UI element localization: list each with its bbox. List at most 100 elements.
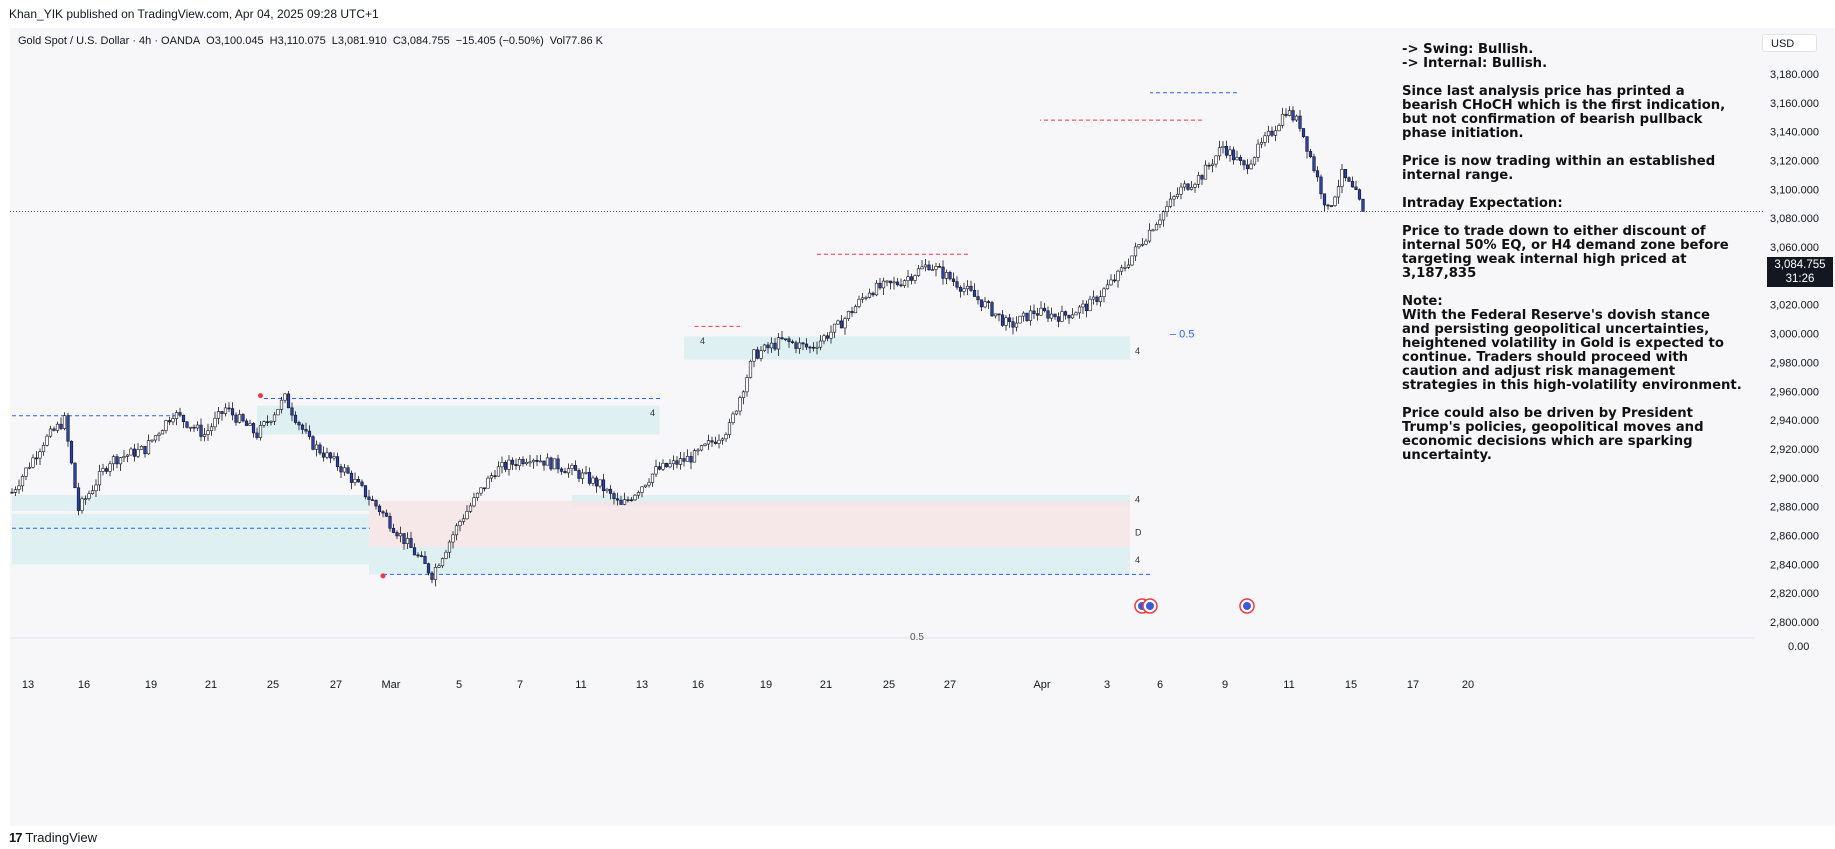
candle-bear: [430, 572, 434, 580]
candle-bear: [664, 462, 669, 468]
candle-bear: [104, 468, 109, 472]
candle-bull: [654, 466, 658, 475]
zone-demand-0: [684, 336, 1130, 360]
candle-bull: [853, 306, 858, 314]
candle-bear: [1067, 314, 1071, 319]
candle-bear: [356, 479, 361, 483]
candle-bull: [1070, 314, 1075, 319]
note-body: With the Federal Reserve's dovish stance…: [1402, 308, 1742, 393]
candle-bear: [192, 426, 196, 429]
candle-bear: [766, 344, 770, 349]
y-tick-label: 3,060.000: [1770, 242, 1819, 254]
x-tick-label: 16: [78, 679, 90, 691]
candle-bear: [220, 411, 224, 414]
candle-bull: [1249, 163, 1253, 170]
candle-bull: [1336, 186, 1341, 198]
candle-bull: [405, 538, 410, 544]
candle-bear: [713, 441, 718, 444]
candle-bull: [461, 518, 466, 522]
candle-bull: [1193, 183, 1197, 188]
x-tick-label: 3: [1104, 679, 1110, 691]
candle-bear: [675, 460, 679, 465]
candle-bull: [727, 422, 732, 435]
event-icon-2-core: [1146, 602, 1154, 610]
candle-bear: [811, 346, 816, 349]
candle-bear: [801, 342, 805, 345]
candle-bull: [724, 434, 728, 440]
x-tick-label: 19: [760, 679, 772, 691]
candle-bear: [612, 493, 616, 500]
candle-bull: [1098, 296, 1103, 302]
candle-bull: [566, 468, 571, 474]
x-tick-label: 27: [944, 679, 956, 691]
candle-bull: [668, 463, 672, 468]
candle-bull: [174, 412, 179, 419]
candle-bull: [720, 438, 725, 441]
candle-bull: [531, 459, 536, 463]
candle-bull: [1081, 303, 1085, 308]
candle-bear: [34, 457, 39, 460]
analysis-paragraph-1: Since last analysis price has printed a …: [1402, 84, 1726, 141]
candle-bull: [38, 451, 42, 459]
candle-bear: [783, 338, 788, 341]
candle-bull: [248, 423, 252, 426]
candle-bull: [1333, 196, 1337, 206]
candle-bear: [615, 498, 620, 501]
chart-area[interactable]: – 0.5 0.5 4 4 D 4 4 4 3,180.000 3,160.000 3,140.00…: [10, 28, 1835, 828]
candle-bull: [1049, 313, 1054, 319]
candle-bull: [685, 456, 690, 462]
publisher-text: Khan_YIK published on TradingView.com, A…: [9, 7, 379, 21]
candle-bear: [384, 512, 389, 517]
price-chart[interactable]: – 0.5 0.5 4 4 D 4 4 4 3,180.000 3,160.000 3,140.00…: [10, 28, 1835, 828]
candle-bear: [286, 393, 291, 409]
candle-bull: [27, 466, 32, 469]
candle-bull: [881, 280, 886, 289]
y-tick-label: 2,920.000: [1770, 444, 1819, 456]
candle-bull: [748, 360, 753, 378]
candle-bull: [353, 479, 357, 483]
candle-bull: [944, 272, 949, 279]
zone-label-2: D: [1135, 528, 1142, 538]
candle-bear: [318, 444, 322, 454]
zone-supply-2: [369, 500, 1130, 548]
candle-bull: [87, 493, 91, 499]
candle-bear: [1238, 157, 1243, 161]
tradingview-mark-icon: 17: [9, 830, 23, 845]
candle-bull: [20, 476, 25, 487]
candle-bull: [902, 280, 907, 286]
candle-bear: [1186, 183, 1190, 190]
candle-bull: [17, 485, 21, 490]
candle-bull: [31, 457, 35, 468]
candle-bull: [738, 397, 742, 412]
candle-bear: [290, 407, 294, 416]
candle-bear: [871, 292, 875, 296]
candle-bull: [444, 551, 448, 559]
candle-bull: [1189, 187, 1194, 190]
legend-change: −15.405 (−0.50%): [455, 35, 544, 47]
tradingview-logo[interactable]: 17 TradingView: [9, 830, 97, 845]
candle-bull: [1340, 169, 1344, 187]
y-tick-label: 3,180.000: [1770, 69, 1819, 81]
candle-bear: [1035, 313, 1040, 316]
candle-bull: [930, 269, 935, 271]
candle-bear: [115, 456, 119, 465]
candle-bull: [153, 435, 158, 441]
candle-bear: [395, 532, 399, 537]
candle-bull: [717, 439, 721, 444]
candle-bear: [895, 281, 900, 286]
candle-bear: [969, 285, 973, 291]
y-tick-label: 3,120.000: [1770, 156, 1819, 168]
candle-bull: [741, 391, 746, 398]
x-tick-label: 21: [820, 679, 832, 691]
candle-bear: [1053, 313, 1057, 318]
candle-bear: [629, 499, 634, 502]
candle-bear: [199, 424, 203, 437]
candle-bull: [1060, 311, 1064, 322]
candle-bull: [45, 435, 49, 446]
x-tick-label: 19: [145, 679, 157, 691]
candle-bear: [178, 412, 182, 416]
currency-selector[interactable]: USD: [1762, 34, 1817, 52]
candle-bear: [412, 547, 417, 556]
zone-demand-4: [257, 405, 660, 435]
candle-bear: [608, 488, 613, 494]
